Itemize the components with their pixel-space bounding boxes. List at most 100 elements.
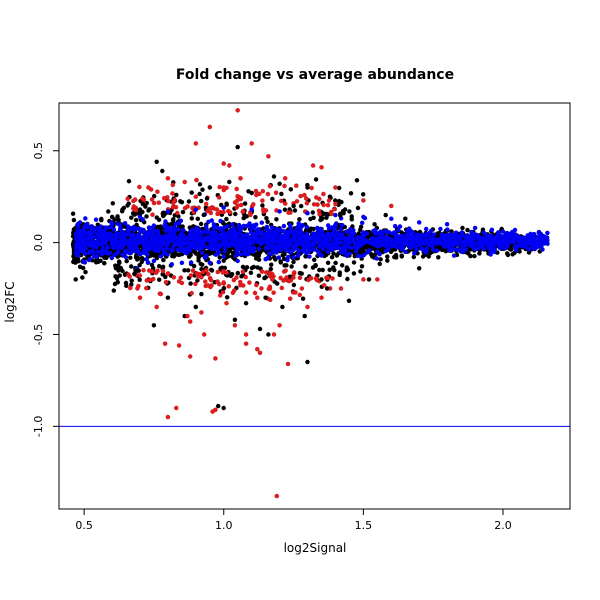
data-point-black <box>224 201 229 207</box>
data-point-black <box>189 190 195 195</box>
y-axis-label: log2FC <box>3 281 17 322</box>
data-point-blue <box>431 232 437 237</box>
data-point-red <box>333 185 338 190</box>
data-point-red <box>154 304 160 310</box>
data-point-black <box>271 254 277 260</box>
data-point-blue <box>477 235 483 241</box>
data-point-blue <box>321 233 327 238</box>
data-point-blue <box>296 248 302 253</box>
data-point-blue <box>385 236 391 241</box>
data-point-black <box>282 207 288 213</box>
data-point-red <box>187 319 193 324</box>
data-point-black <box>112 281 118 287</box>
data-point-black <box>199 262 205 268</box>
data-point-blue <box>438 226 443 232</box>
data-point-blue <box>502 245 508 251</box>
data-point-red <box>155 268 160 274</box>
data-point-blue <box>396 227 401 233</box>
data-point-black <box>270 196 275 202</box>
data-point-blue <box>411 236 417 242</box>
data-point-red <box>208 277 214 283</box>
data-point-black <box>179 199 185 205</box>
data-point-blue <box>143 245 148 250</box>
data-point-red <box>156 200 162 206</box>
data-point-black <box>224 216 229 222</box>
data-point-red <box>217 184 223 190</box>
data-point-red <box>221 161 227 166</box>
data-point-red <box>163 279 169 285</box>
data-point-black <box>254 251 260 256</box>
data-point-black <box>243 300 249 306</box>
data-point-blue <box>285 254 291 260</box>
data-point-blue <box>234 248 240 254</box>
data-point-red <box>267 183 273 189</box>
data-point-red <box>282 175 288 181</box>
data-point-blue <box>369 236 375 242</box>
data-point-blue <box>338 227 344 232</box>
data-point-black <box>342 207 348 212</box>
data-point-red <box>285 361 291 367</box>
data-point-red <box>297 275 303 281</box>
data-point-blue <box>295 253 301 258</box>
data-point-blue <box>459 230 465 235</box>
data-point-blue <box>166 240 171 245</box>
data-point-blue <box>172 242 178 248</box>
data-point-red <box>170 182 176 188</box>
data-point-red <box>277 322 282 328</box>
data-point-blue <box>392 229 397 235</box>
data-point-red <box>215 269 221 275</box>
data-point-red <box>207 124 213 130</box>
data-point-black <box>345 276 350 282</box>
data-point-blue <box>428 228 434 234</box>
data-point-black <box>128 264 134 269</box>
data-point-red <box>137 273 143 278</box>
data-point-black <box>416 265 422 271</box>
data-point-red <box>304 200 310 206</box>
data-point-blue <box>404 232 410 238</box>
data-point-black <box>207 185 213 190</box>
data-point-blue <box>450 247 455 252</box>
data-point-blue <box>155 247 160 252</box>
data-point-black <box>339 199 344 205</box>
data-point-blue <box>394 233 400 239</box>
data-point-black <box>137 262 142 268</box>
data-point-black <box>110 200 116 206</box>
data-point-black <box>151 322 157 328</box>
data-point-black <box>313 262 318 268</box>
data-point-red <box>267 297 273 303</box>
data-point-red <box>261 209 266 214</box>
data-point-black <box>303 264 308 269</box>
data-point-blue <box>163 228 169 234</box>
data-point-blue <box>79 238 85 243</box>
data-point-blue <box>173 235 179 241</box>
data-point-black <box>198 198 204 204</box>
data-point-blue <box>451 253 457 258</box>
data-point-blue <box>274 250 279 255</box>
data-point-black <box>182 267 187 273</box>
data-point-black <box>274 281 280 286</box>
data-point-blue <box>102 228 107 234</box>
data-point-red <box>271 290 276 296</box>
data-point-red <box>238 175 243 181</box>
data-point-red <box>278 275 283 281</box>
data-point-black <box>358 269 363 274</box>
data-point-blue <box>418 237 424 243</box>
data-point-blue <box>132 242 137 248</box>
data-point-blue <box>515 238 521 243</box>
data-point-black <box>73 260 78 265</box>
data-point-blue <box>494 233 500 239</box>
data-point-red <box>165 175 171 181</box>
data-point-blue <box>361 214 366 220</box>
data-point-red <box>267 286 273 292</box>
data-point-blue <box>359 220 365 226</box>
data-point-black <box>280 304 285 310</box>
data-point-black <box>435 254 441 260</box>
data-point-red <box>286 210 291 216</box>
data-point-black <box>132 212 137 217</box>
data-point-blue <box>388 242 394 248</box>
data-point-blue <box>232 228 238 234</box>
data-point-blue <box>326 226 332 232</box>
data-point-blue <box>531 246 537 251</box>
data-point-blue <box>87 256 93 262</box>
data-point-black <box>193 304 199 310</box>
